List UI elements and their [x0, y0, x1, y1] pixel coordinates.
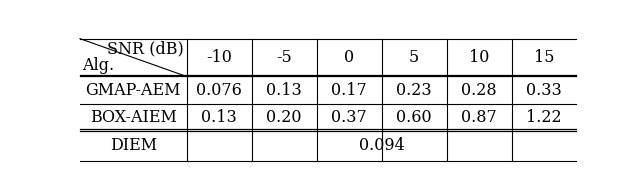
Text: 0.13: 0.13	[201, 109, 237, 126]
Text: 0.60: 0.60	[396, 109, 432, 126]
Text: -10: -10	[206, 49, 232, 66]
Text: 0.23: 0.23	[396, 82, 432, 99]
Text: 0.37: 0.37	[332, 109, 367, 126]
Text: SNR (dB): SNR (dB)	[108, 41, 184, 58]
Text: -5: -5	[276, 49, 292, 66]
Text: 0.13: 0.13	[266, 82, 302, 99]
Text: 0: 0	[344, 49, 354, 66]
Text: 15: 15	[534, 49, 554, 66]
Text: 0.33: 0.33	[526, 82, 562, 99]
Text: 0.87: 0.87	[461, 109, 497, 126]
Text: DIEM: DIEM	[109, 137, 157, 154]
Text: 10: 10	[469, 49, 489, 66]
Text: 0.20: 0.20	[266, 109, 302, 126]
Text: 5: 5	[409, 49, 419, 66]
Text: 0.17: 0.17	[332, 82, 367, 99]
Text: 0.076: 0.076	[196, 82, 242, 99]
Text: BOX-AIEM: BOX-AIEM	[90, 109, 177, 126]
Text: 1.22: 1.22	[526, 109, 562, 126]
Text: Alg.: Alg.	[83, 57, 115, 74]
Text: GMAP-AEM: GMAP-AEM	[86, 82, 181, 99]
Text: 0.28: 0.28	[461, 82, 497, 99]
Text: 0.094: 0.094	[358, 137, 404, 154]
